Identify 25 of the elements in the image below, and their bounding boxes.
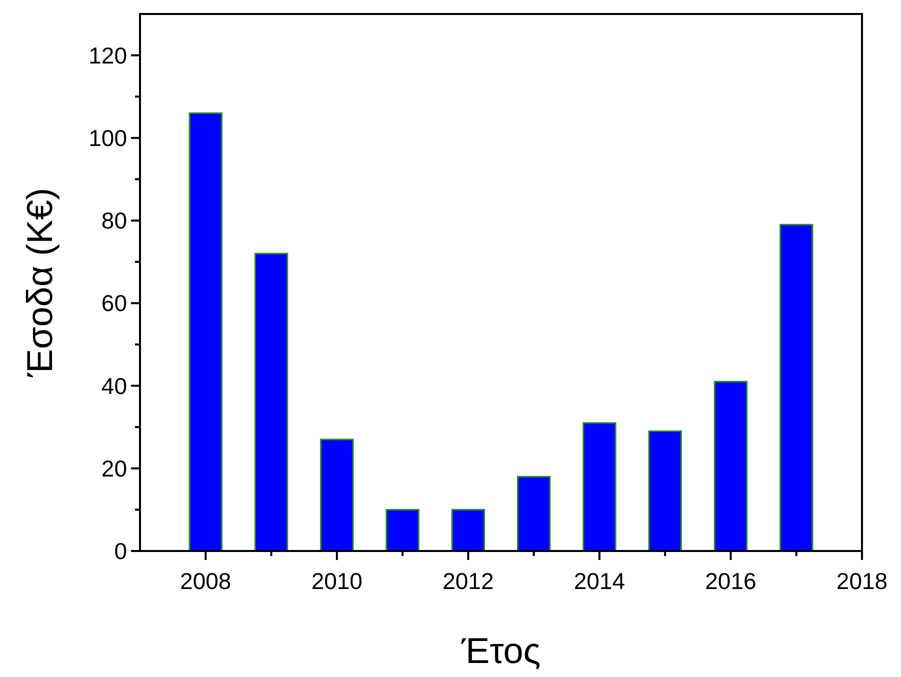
y-axis-title: Έσοδα (Κ€) bbox=[19, 188, 60, 378]
x-axis-title: Έτος bbox=[460, 630, 541, 671]
x-tick-label: 2008 bbox=[180, 568, 232, 594]
bar bbox=[188, 112, 222, 552]
x-tick-label: 2016 bbox=[705, 568, 756, 594]
bar bbox=[320, 438, 354, 552]
y-tick-label: 100 bbox=[88, 124, 127, 151]
bar bbox=[780, 224, 814, 552]
bar bbox=[254, 252, 288, 552]
x-tick-label: 2010 bbox=[311, 568, 362, 594]
bar bbox=[582, 422, 616, 552]
y-tick-label: 40 bbox=[101, 372, 127, 399]
x-tick-label: 2014 bbox=[574, 568, 626, 594]
bar bbox=[451, 508, 486, 552]
y-tick-label: 60 bbox=[101, 290, 127, 316]
bar bbox=[648, 430, 682, 552]
x-tick-label: 2012 bbox=[442, 568, 494, 594]
y-tick-label: 0 bbox=[114, 538, 127, 564]
y-tick-label: 20 bbox=[101, 455, 127, 482]
bar bbox=[516, 476, 551, 552]
bar bbox=[714, 380, 748, 552]
x-tick-label: 2018 bbox=[836, 568, 888, 594]
y-tick-label: 80 bbox=[101, 208, 127, 234]
y-tick-label: 120 bbox=[88, 42, 127, 68]
bar bbox=[386, 508, 420, 552]
